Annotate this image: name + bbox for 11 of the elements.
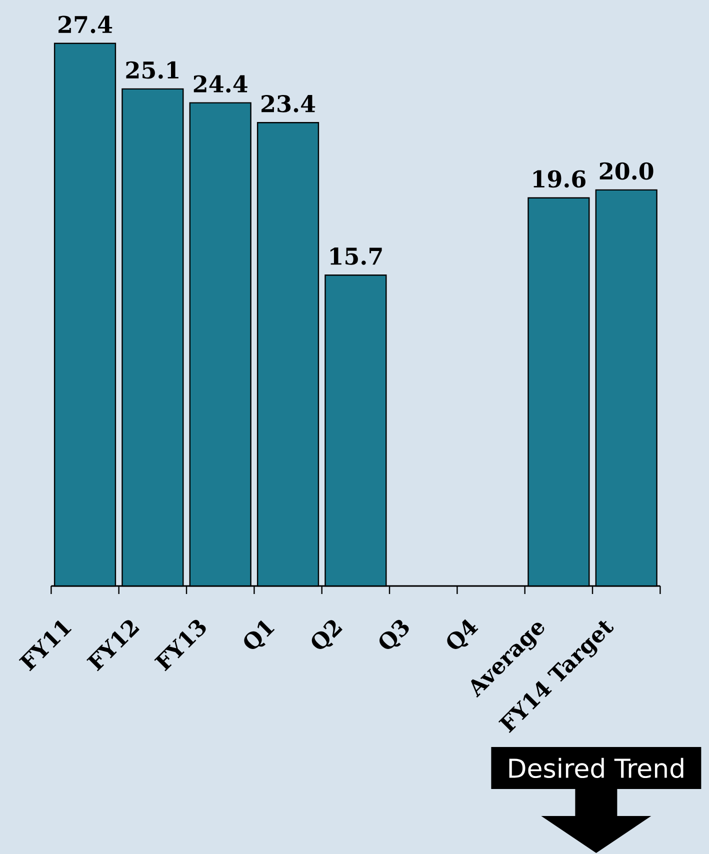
data-label: 20.0 [600, 162, 654, 180]
x-tick-label: Q1 [244, 620, 275, 649]
data-label: 25.1 [126, 61, 178, 79]
data-label: 19.6 [533, 170, 586, 188]
data-label: 23.4 [261, 95, 316, 112]
data-label: 27.4 [58, 16, 112, 34]
x-tick-label: Q3 [379, 620, 409, 649]
x-tick-label: Q2 [312, 620, 342, 649]
text: Desired Trend [509, 758, 684, 778]
data-label: 24.4 [194, 75, 248, 93]
data-label: 15.7 [330, 247, 382, 265]
